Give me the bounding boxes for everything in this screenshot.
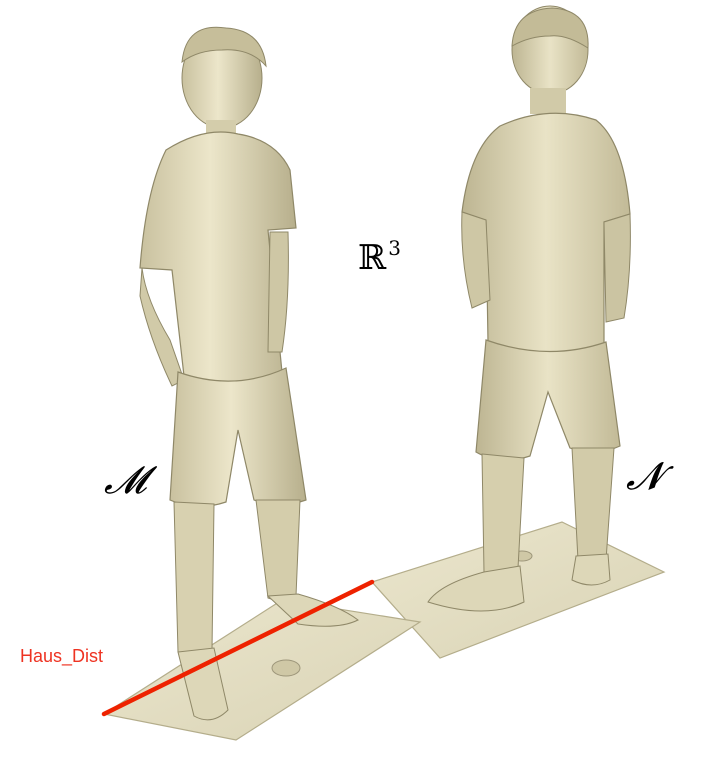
hausdorff-distance-line <box>101 579 375 717</box>
mesh-label-n: 𝓝 <box>626 454 663 498</box>
mesh-label-m: 𝓜 <box>104 458 147 502</box>
space-symbol: ℝ <box>358 238 387 278</box>
mesh-figure-n <box>427 5 631 612</box>
floor-object <box>271 659 301 677</box>
space-exponent: 3 <box>388 236 401 260</box>
mesh-figure-m <box>139 26 359 721</box>
hausdorff-distance-label: Haus_Dist <box>20 646 104 666</box>
floor-plate-m <box>102 599 422 741</box>
